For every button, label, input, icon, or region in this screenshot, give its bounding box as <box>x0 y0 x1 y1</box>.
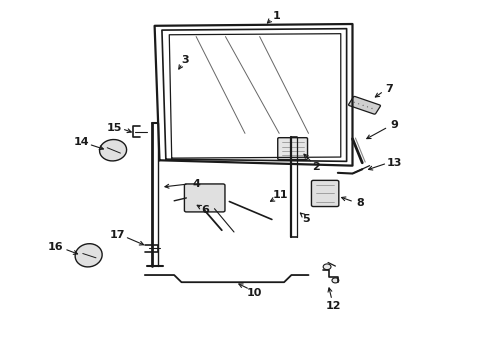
Circle shape <box>323 264 331 270</box>
Text: 7: 7 <box>385 84 393 94</box>
Text: 10: 10 <box>247 288 263 298</box>
Text: 13: 13 <box>386 158 402 168</box>
Text: 1: 1 <box>273 11 281 21</box>
FancyBboxPatch shape <box>184 184 225 212</box>
FancyBboxPatch shape <box>312 180 339 207</box>
Text: 9: 9 <box>390 121 398 130</box>
Text: 17: 17 <box>109 230 125 239</box>
Text: 6: 6 <box>201 206 209 216</box>
Circle shape <box>332 278 339 283</box>
Ellipse shape <box>75 244 102 267</box>
Text: 4: 4 <box>192 179 200 189</box>
Ellipse shape <box>99 140 126 161</box>
Text: 8: 8 <box>356 198 364 208</box>
Text: 3: 3 <box>182 55 189 65</box>
FancyBboxPatch shape <box>278 138 308 159</box>
Text: 14: 14 <box>74 138 89 147</box>
FancyArrowPatch shape <box>358 103 359 104</box>
FancyArrowPatch shape <box>371 108 372 109</box>
Text: 2: 2 <box>312 162 319 172</box>
Text: 11: 11 <box>272 190 288 201</box>
Text: 12: 12 <box>325 301 341 311</box>
Text: 16: 16 <box>48 242 63 252</box>
Text: 5: 5 <box>302 215 310 224</box>
FancyArrowPatch shape <box>363 105 364 106</box>
Text: 15: 15 <box>106 123 122 133</box>
FancyBboxPatch shape <box>348 96 380 114</box>
